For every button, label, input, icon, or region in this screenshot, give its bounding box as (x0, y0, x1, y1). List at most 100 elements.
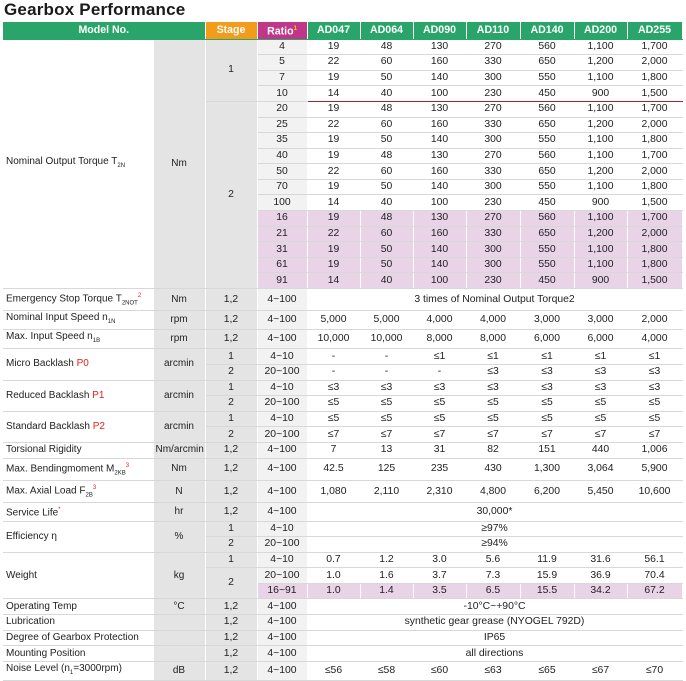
value-cell: 15.5 (520, 583, 575, 600)
table-row: Standard Backlash P2 arcmin 1 4~10 ≤5 ≤5 ≤5 ≤5 ≤… (3, 411, 683, 443)
table-row: Emergency Stop Torque T2NOT2 Nm 1,2 4~100 3 … (3, 288, 683, 312)
value-cell: 140 (413, 70, 467, 87)
value-cell: ≤3 (413, 380, 467, 397)
stage-cell: 1,2 (205, 645, 258, 662)
table-row: Service Life* hr 1,2 4~100 30,000* (3, 502, 683, 522)
value-cell: 130 (413, 148, 467, 165)
value-cell: 1,080 (307, 480, 361, 504)
value-cell: 550 (520, 241, 575, 258)
value-cell: 42.5 (307, 458, 361, 481)
table-row: 40 19 48 130 270 560 1,100 1,700 (3, 148, 683, 165)
value-cell: ≤58 (360, 661, 414, 681)
value-cell: 50 (360, 132, 414, 149)
value-cell: - (307, 348, 361, 365)
value-cell: 60 (360, 226, 414, 243)
table-row: 21 22 60 160 330 650 1,200 2,000 (3, 226, 683, 243)
ratio-cell: 31 (257, 241, 308, 258)
value-cell: 230 (466, 85, 521, 102)
value-cell: 22 (307, 163, 361, 180)
value-cell: 19 (307, 148, 361, 165)
stage-cell: 1,2 (205, 458, 258, 481)
value-cell: 31.6 (574, 552, 628, 569)
value-cell: ≤1 (413, 348, 467, 365)
value-cell: ≤1 (520, 348, 575, 365)
unit-cell (153, 645, 206, 662)
value-cell: ≤7 (360, 426, 414, 443)
value-cell: 4,000 (413, 310, 467, 331)
value-cell: ≤3 (574, 364, 628, 381)
row-label: Mounting Position (3, 645, 154, 662)
value-cell: 11.9 (520, 552, 575, 569)
value-cell: 0.7 (307, 552, 361, 569)
table-row: 61 19 50 140 300 550 1,100 1,800 (3, 257, 683, 274)
table-row: 16~91 1.0 1.4 3.5 6.5 15.5 34.2 67.2 (3, 583, 683, 600)
stage-cell: 1 (205, 348, 258, 365)
stage-cell: 1 (205, 411, 258, 428)
row-label: Service Life* (3, 502, 154, 522)
row-label: Degree of Gearbox Protection (3, 630, 154, 647)
value-cell: 19 (307, 257, 361, 274)
value-cell: 1,800 (627, 70, 683, 87)
table-row: Efficiency η% 1 4~10 ≥97% (3, 521, 683, 553)
value-cell: - (413, 364, 467, 381)
value-cell: 1,700 (627, 148, 683, 165)
value-cell: 230 (466, 272, 521, 290)
value-cell: 230 (466, 194, 521, 212)
value-cell: 550 (520, 179, 575, 196)
value-cell: ≤3 (574, 380, 628, 397)
row-label: Reduced Backlash P1 (3, 380, 154, 412)
value-cell: 140 (413, 241, 467, 258)
unit-cell: rpm (153, 310, 206, 331)
ratio-cell: 20~100 (257, 567, 308, 584)
ratio-cell: 4~100 (257, 480, 308, 504)
unit-cell: arcmin (153, 348, 206, 381)
value-cell: 1,006 (627, 442, 683, 459)
ratio-cell: 4~10 (257, 552, 308, 569)
value-cell: 4,000 (466, 310, 521, 331)
value-cell: 330 (466, 226, 521, 243)
value-cell: ≤5 (627, 411, 683, 428)
ratio-cell: 20~100 (257, 536, 308, 553)
value-cell: 270 (466, 39, 521, 56)
value-cell: ≤5 (466, 411, 521, 428)
table-row: Max. Input Speed n1B rpm 1,2 4~100 10,000 10,… (3, 329, 683, 350)
ratio-cell: 7 (257, 70, 308, 87)
ratio-cell: 20~100 (257, 395, 308, 412)
value-cell: 10,000 (307, 329, 361, 350)
value-cell: ≤3 (360, 380, 414, 397)
ratio-cell: 50 (257, 163, 308, 180)
table-row: 7 19 50 140 300 550 1,100 1,800 (3, 70, 683, 87)
value-cell: ≤3 (627, 364, 683, 381)
ratio-cell: 25 (257, 117, 308, 134)
value-cell: 650 (520, 226, 575, 243)
value-cell: 7.3 (466, 567, 521, 584)
model-header: AD047 (307, 22, 361, 40)
value-cell: 19 (307, 132, 361, 149)
value-cell: 1,500 (627, 85, 683, 102)
table-row: 2 20~100 ≤5 ≤5 ≤5 ≤5 ≤5 ≤5 ≤5 (3, 395, 683, 412)
value-cell: 140 (413, 179, 467, 196)
value-cell: all directions (307, 645, 683, 662)
value-cell: 1.6 (360, 567, 414, 584)
value-cell: 100 (413, 85, 467, 102)
value-cell: 450 (520, 85, 575, 102)
stage-cell: 1,2 (205, 329, 258, 350)
stage-cell: 1 (205, 521, 258, 538)
value-cell: 22 (307, 54, 361, 71)
value-cell: 48 (360, 39, 414, 56)
value-cell: 560 (520, 39, 575, 56)
stage-cell: 1 (205, 39, 258, 102)
value-cell: 34.2 (574, 583, 628, 600)
stage-cell: 1,2 (205, 630, 258, 647)
ratio-cell: 10 (257, 85, 308, 102)
row-label: Nominal Output Torque T2N (3, 39, 154, 290)
table-row: 10 14 40 100 230 450 900 1,500 (3, 85, 683, 102)
page: { "title": "Gearbox Performance", "heade… (3, 0, 683, 681)
table-row: Reduced Backlash P1 arcmin 1 4~10 ≤3 ≤3 ≤3 ≤3 ≤3… (3, 380, 683, 412)
value-cell: 40 (360, 85, 414, 102)
value-cell: ≥94% (307, 536, 683, 553)
value-cell: 1,700 (627, 39, 683, 56)
row-label: Emergency Stop Torque T2NOT2 (3, 288, 154, 312)
value-cell: 1,800 (627, 241, 683, 258)
unit-cell: Nm (153, 458, 206, 481)
